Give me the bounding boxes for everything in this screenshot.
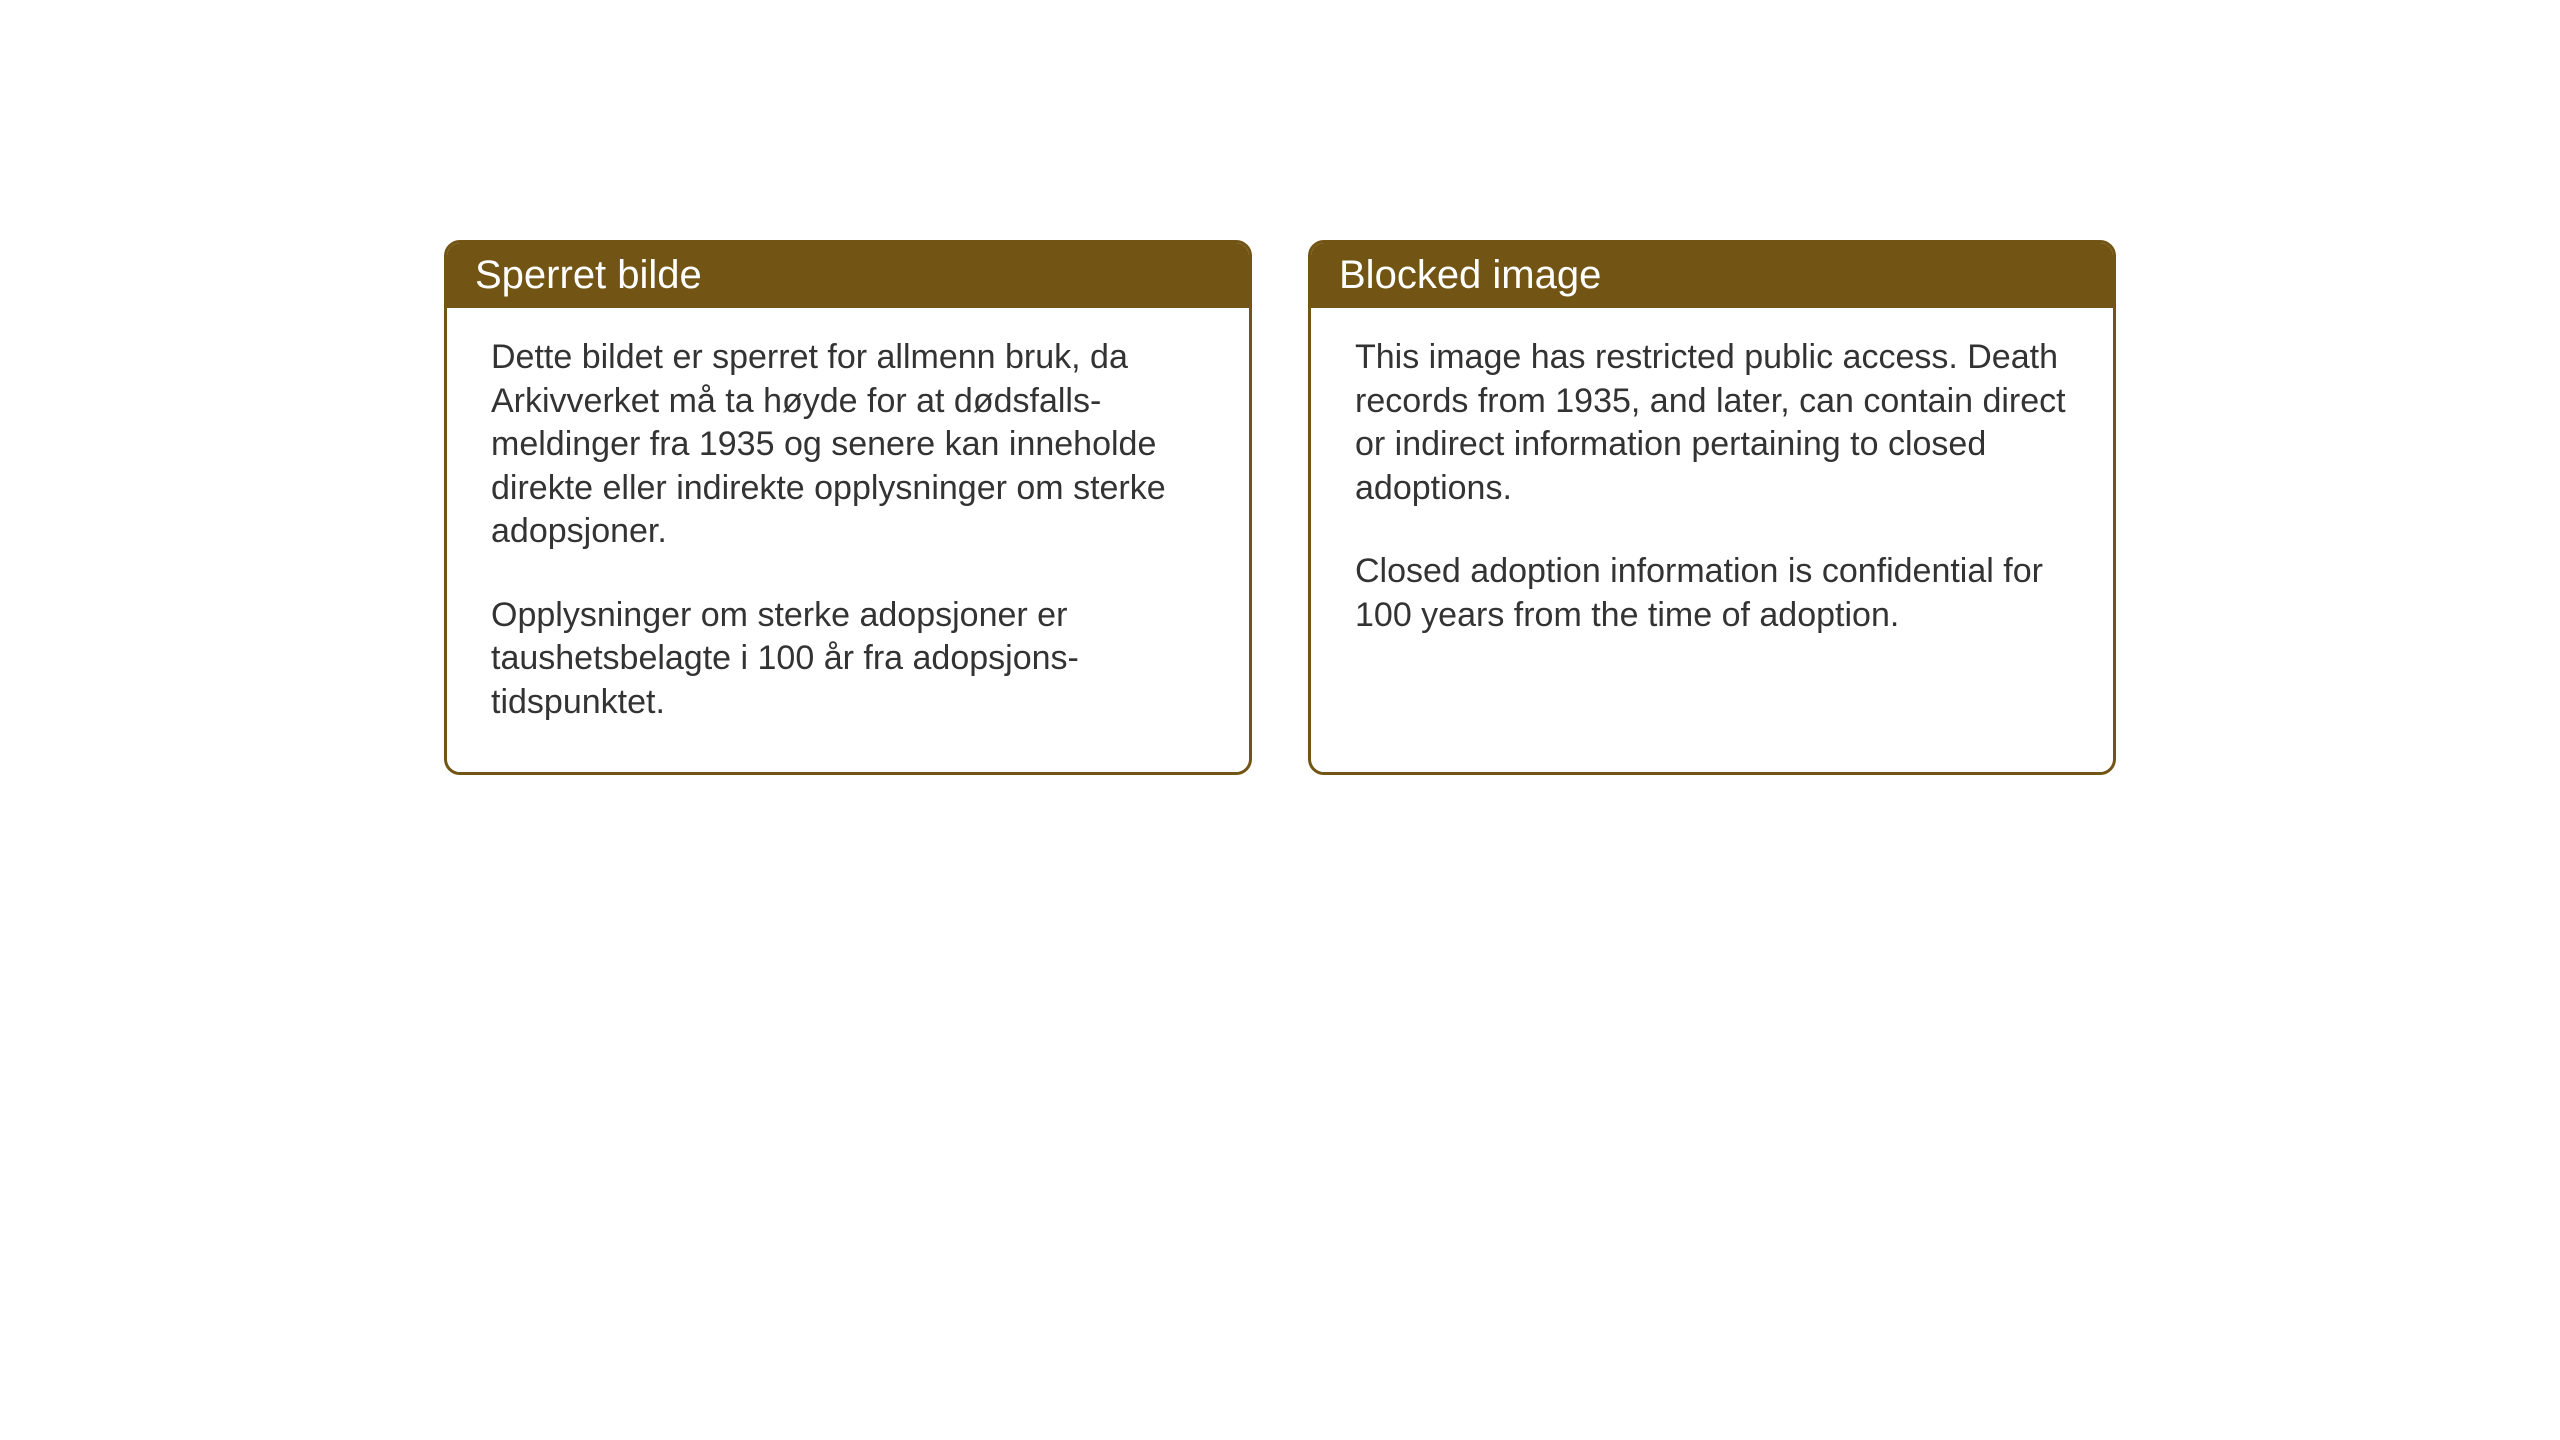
notice-paragraph: Closed adoption information is confident…: [1355, 550, 2069, 637]
notice-paragraph: This image has restricted public access.…: [1355, 336, 2069, 510]
notice-container: Sperret bilde Dette bildet er sperret fo…: [444, 240, 2116, 775]
notice-header-english: Blocked image: [1311, 243, 2113, 308]
notice-body-norwegian: Dette bildet er sperret for allmenn bruk…: [447, 308, 1249, 772]
notice-paragraph: Opplysninger om sterke adopsjoner er tau…: [491, 594, 1205, 725]
notice-title-english: Blocked image: [1339, 253, 1601, 297]
notice-body-english: This image has restricted public access.…: [1311, 308, 2113, 685]
notice-box-english: Blocked image This image has restricted …: [1308, 240, 2116, 775]
notice-box-norwegian: Sperret bilde Dette bildet er sperret fo…: [444, 240, 1252, 775]
notice-header-norwegian: Sperret bilde: [447, 243, 1249, 308]
notice-title-norwegian: Sperret bilde: [475, 253, 702, 297]
notice-paragraph: Dette bildet er sperret for allmenn bruk…: [491, 336, 1205, 554]
